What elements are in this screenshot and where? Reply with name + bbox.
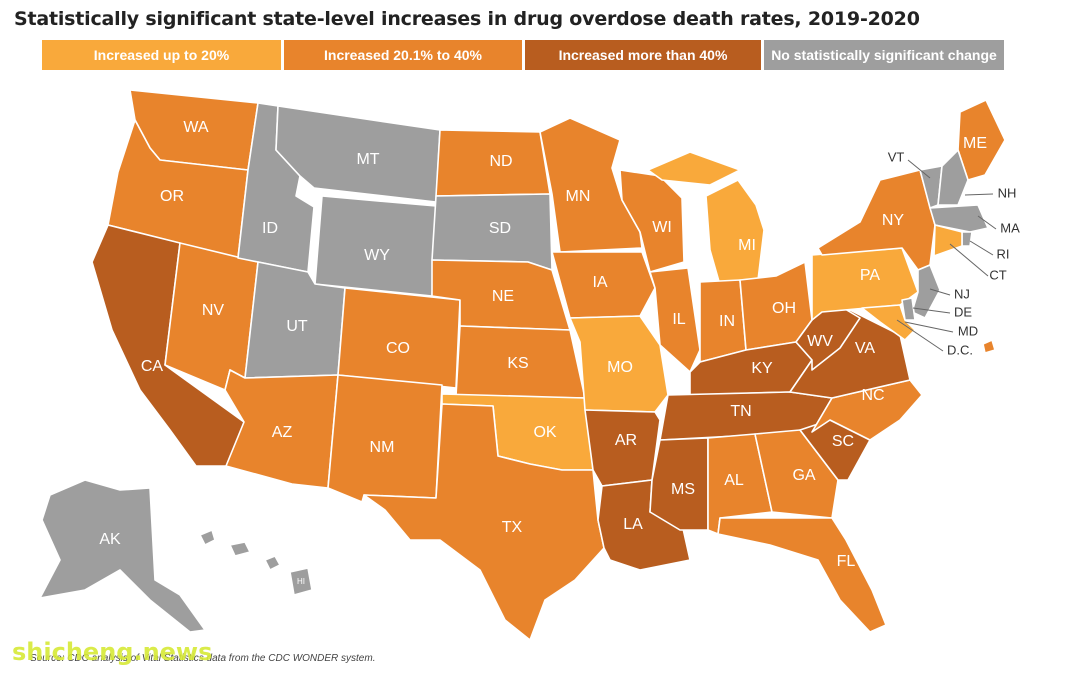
state-MD[interactable] bbox=[861, 304, 916, 341]
label-KY: KY bbox=[751, 360, 773, 377]
label-MA: MA bbox=[1000, 220, 1020, 235]
state-AK[interactable] bbox=[39, 479, 206, 633]
label-ND: ND bbox=[489, 153, 512, 170]
label-VT: VT bbox=[888, 149, 905, 164]
label-KS: KS bbox=[507, 355, 528, 372]
state-CO[interactable] bbox=[337, 287, 461, 389]
state-TX[interactable] bbox=[363, 403, 605, 641]
state-IA[interactable] bbox=[551, 251, 656, 319]
label-NE: NE bbox=[492, 288, 514, 305]
state-MO[interactable] bbox=[569, 315, 669, 413]
label-NH: NH bbox=[998, 185, 1017, 200]
state-DC[interactable] bbox=[982, 339, 996, 354]
label-ID: ID bbox=[262, 220, 278, 237]
state-RI[interactable] bbox=[961, 231, 973, 247]
label-SD: SD bbox=[489, 220, 511, 237]
state-GA[interactable] bbox=[754, 429, 839, 519]
label-VA: VA bbox=[855, 340, 875, 357]
label-TN: TN bbox=[730, 403, 751, 420]
label-ME: ME bbox=[963, 135, 987, 152]
label-MO: MO bbox=[607, 359, 633, 376]
label-PA: PA bbox=[860, 267, 880, 284]
label-MS: MS bbox=[671, 481, 695, 498]
label-CT: CT bbox=[989, 267, 1006, 282]
legend-item-over-40: Increased more than 40% bbox=[525, 40, 761, 70]
label-SC: SC bbox=[832, 433, 854, 450]
label-AK: AK bbox=[99, 531, 121, 548]
label-AZ: AZ bbox=[272, 424, 293, 441]
label-NY: NY bbox=[882, 212, 905, 229]
label-WI: WI bbox=[652, 219, 672, 236]
label-NJ: NJ bbox=[954, 286, 970, 301]
state-MI-up[interactable] bbox=[647, 151, 741, 186]
legend-item-no-change: No statistically significant change bbox=[764, 40, 1004, 70]
label-WA: WA bbox=[183, 119, 209, 136]
label-NV: NV bbox=[202, 302, 225, 319]
label-AR: AR bbox=[615, 432, 637, 449]
label-GA: GA bbox=[792, 467, 815, 484]
state-DE[interactable] bbox=[901, 297, 916, 321]
label-RI: RI bbox=[997, 246, 1010, 261]
label-NC: NC bbox=[861, 387, 884, 404]
state-NY[interactable] bbox=[817, 169, 936, 271]
legend-item-20-to-40: Increased 20.1% to 40% bbox=[284, 40, 522, 70]
leader-lines bbox=[896, 159, 997, 352]
label-LA: LA bbox=[623, 516, 643, 533]
label-DE: DE bbox=[954, 304, 972, 319]
label-FL: FL bbox=[837, 553, 856, 570]
source-note: Source: CDC analysis of Vital Statistics… bbox=[30, 653, 376, 664]
state-NJ[interactable] bbox=[911, 264, 941, 319]
legend-item-up-to-20: Increased up to 20% bbox=[42, 40, 281, 70]
label-OK: OK bbox=[533, 424, 556, 441]
label-HI: HI bbox=[297, 577, 305, 586]
label-TX: TX bbox=[502, 519, 523, 536]
label-MT: MT bbox=[356, 151, 379, 168]
label-IN: IN bbox=[719, 313, 735, 330]
state-MA[interactable] bbox=[929, 204, 989, 233]
label-WY: WY bbox=[364, 247, 390, 264]
label-MD: MD bbox=[958, 323, 978, 338]
label-MI: MI bbox=[738, 237, 756, 254]
label-DC: D.C. bbox=[947, 342, 973, 357]
legend: Increased up to 20% Increased 20.1% to 4… bbox=[42, 40, 1004, 70]
label-IL: IL bbox=[672, 311, 685, 328]
state-HI[interactable] bbox=[199, 529, 313, 596]
label-UT: UT bbox=[286, 318, 308, 335]
state-labels: WA OR CA NV ID MT WY UT AZ CO NM ND SD N… bbox=[99, 119, 1020, 586]
label-OR: OR bbox=[160, 188, 184, 205]
state-WY[interactable] bbox=[314, 195, 437, 297]
state-MI[interactable] bbox=[705, 179, 765, 286]
watermark: shicheng.news bbox=[12, 638, 213, 666]
label-WV: WV bbox=[807, 333, 833, 350]
label-IA: IA bbox=[592, 274, 607, 291]
label-CO: CO bbox=[386, 340, 410, 357]
state-NH[interactable] bbox=[937, 149, 969, 206]
label-AL: AL bbox=[724, 472, 744, 489]
label-OH: OH bbox=[772, 300, 796, 317]
label-MN: MN bbox=[566, 188, 591, 205]
state-FL[interactable] bbox=[717, 517, 887, 633]
label-NM: NM bbox=[370, 439, 395, 456]
label-CA: CA bbox=[141, 358, 164, 375]
map-title: Statistically significant state-level in… bbox=[14, 8, 920, 30]
